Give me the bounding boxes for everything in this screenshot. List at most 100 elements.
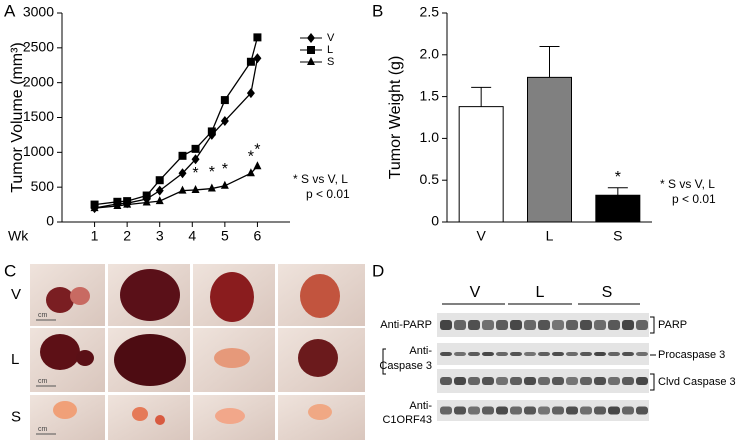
band — [580, 352, 592, 356]
y-tick-label: 1000 — [23, 143, 54, 159]
marker — [220, 180, 229, 189]
band — [566, 406, 578, 415]
antibody-label: Caspase 3 — [379, 360, 432, 372]
bracket — [382, 348, 386, 375]
x-tick-label: S — [613, 228, 622, 244]
marker — [307, 57, 315, 65]
antibody-label: Anti-PARP — [380, 319, 432, 331]
band — [594, 377, 606, 385]
y-tick-label: 1.5 — [420, 87, 440, 103]
significance-mark: * — [192, 165, 198, 182]
scale-label: cm — [38, 378, 48, 385]
y-tick-label: 2500 — [23, 39, 54, 55]
band — [496, 352, 508, 356]
note: * S vs V, L — [293, 172, 348, 186]
note: p < 0.01 — [672, 192, 716, 206]
band — [538, 406, 550, 415]
marker — [178, 185, 187, 194]
row-label: V — [11, 286, 21, 303]
tumor — [155, 415, 165, 425]
band — [510, 352, 522, 356]
bar — [595, 194, 641, 223]
marker — [178, 168, 187, 179]
band — [468, 377, 480, 385]
band — [608, 320, 620, 330]
y-tick-label: 3000 — [23, 4, 54, 20]
tumor — [120, 269, 180, 321]
marker — [246, 168, 255, 177]
band — [552, 406, 564, 415]
significance-mark: * — [222, 161, 228, 178]
band — [468, 352, 480, 356]
band — [538, 352, 550, 356]
marker — [155, 176, 164, 185]
band — [594, 352, 606, 356]
band — [552, 352, 564, 356]
y-tick-label: 0 — [431, 213, 439, 229]
group-label: S — [602, 284, 613, 301]
group-label: L — [536, 284, 545, 301]
panel-label: D — [372, 261, 384, 280]
band — [468, 406, 480, 415]
band — [454, 320, 466, 330]
tumor — [114, 334, 186, 386]
data-line — [94, 58, 259, 209]
band — [622, 352, 634, 356]
significance-mark: * — [209, 164, 215, 181]
marker — [113, 200, 122, 209]
band — [566, 352, 578, 356]
band — [440, 352, 452, 356]
band — [580, 320, 592, 330]
panel-label: B — [372, 1, 383, 20]
bracket — [650, 373, 655, 391]
legend-label: S — [327, 56, 334, 68]
y-tick-label: 2000 — [23, 73, 54, 89]
band — [552, 320, 564, 330]
band — [622, 406, 634, 415]
band — [440, 320, 452, 330]
band — [552, 377, 564, 385]
band — [524, 406, 536, 415]
band — [580, 406, 592, 415]
band — [482, 377, 494, 385]
scale-label: cm — [38, 312, 48, 319]
y-tick-label: 1500 — [23, 108, 54, 124]
row-label: S — [11, 408, 21, 425]
band — [468, 320, 480, 330]
band — [510, 377, 522, 385]
band — [608, 352, 620, 356]
band — [608, 406, 620, 415]
band — [496, 320, 508, 330]
bar — [458, 106, 504, 223]
band-label: Procaspase 3 — [658, 349, 725, 361]
band — [440, 377, 452, 385]
band — [496, 406, 508, 415]
tumor — [298, 339, 338, 377]
antibody-label: Anti- — [409, 400, 432, 412]
marker — [207, 127, 216, 136]
marker — [253, 33, 262, 42]
marker — [123, 199, 132, 208]
band — [580, 377, 592, 385]
panel-label: A — [4, 1, 16, 20]
band — [454, 377, 466, 385]
note: p < 0.01 — [306, 187, 350, 201]
note: * S vs V, L — [660, 177, 715, 191]
marker — [155, 185, 164, 196]
band — [636, 352, 648, 356]
marker — [178, 151, 187, 160]
marker — [191, 184, 200, 193]
western-blot: V L S Anti-PARP Anti- Caspase 3 Anti- C1ORF43 PA… — [379, 284, 735, 426]
band — [454, 406, 466, 415]
x-tick-label: 2 — [123, 228, 131, 244]
y-tick-label: 2.0 — [420, 46, 440, 62]
tumor — [46, 287, 74, 313]
band — [482, 320, 494, 330]
tumor — [210, 272, 254, 322]
band — [636, 320, 648, 330]
significance-mark: * — [254, 141, 260, 158]
band — [608, 377, 620, 385]
y-tick-label: 0.5 — [420, 171, 440, 187]
marker — [307, 33, 315, 43]
